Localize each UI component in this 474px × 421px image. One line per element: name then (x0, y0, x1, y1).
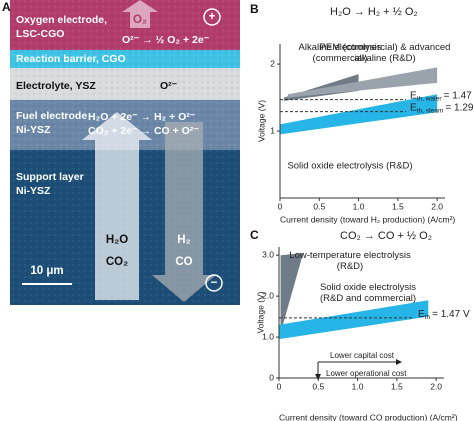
reference-label: Eth, steam= 1.29 V (410, 102, 474, 114)
y-axis-label: Voltage (V) (255, 291, 265, 333)
chart-title: H₂O → H₂ + ½ O₂ (330, 6, 418, 18)
band-label: Solid oxide electrolysis (R&D and commerc… (320, 282, 416, 304)
arrow-head (315, 374, 321, 380)
down-arrow (152, 122, 216, 302)
x-tick-label: 2.0 (431, 201, 443, 211)
layer-label: Electrolyte, YSZ (16, 80, 96, 92)
species: O₂ (133, 14, 147, 26)
reference-label: Eth, water= 1.47 V (410, 90, 474, 102)
x-axis-label: Current density (toward CO production) (… (279, 412, 458, 421)
y-tick-label: 2 (270, 58, 275, 68)
band (287, 67, 438, 98)
value-label: = 1.47 V (444, 90, 474, 101)
y-axis-label: Voltage (V) (256, 100, 266, 142)
panel-letter: C (250, 228, 259, 242)
x-tick-label: 0.5 (312, 381, 324, 391)
panel-letter: A (2, 0, 11, 14)
x-tick-label: 0.5 (313, 201, 325, 211)
species: CO (175, 256, 192, 268)
species: O²⁻ (160, 80, 178, 92)
x-tick-label: 1.5 (392, 201, 404, 211)
y-tick-label: 1 (270, 125, 275, 135)
y-tick-label: 0 (269, 372, 274, 382)
band (280, 94, 438, 135)
symbol: E (418, 308, 425, 319)
x-axis-label: Current density (toward H₂ production) (… (280, 214, 455, 224)
minus-circle (205, 274, 223, 292)
symbol: E (410, 90, 417, 101)
polarity: − (211, 277, 218, 289)
band (280, 253, 303, 333)
layer-label: Reaction barrier, CGO (16, 53, 126, 65)
y-tick-label: 2.0 (262, 290, 274, 300)
x-tick-label: 2.0 (430, 381, 442, 391)
band-label: Alkaline electrolysis (commercial) (299, 42, 382, 64)
y-tick-label: 3.0 (262, 249, 274, 259)
layer-label: Oxygen electrode, (16, 14, 107, 26)
x-tick-label: 0 (278, 201, 283, 211)
o2-arrow (122, 0, 158, 28)
panel-a: A Oxygen electrode, LSC-CGO O₂ + O²⁻ → ½… (2, 0, 240, 305)
species: H₂O (106, 234, 128, 246)
layer-label: Ni-YSZ (16, 185, 51, 197)
layer-label: Ni-YSZ (16, 124, 51, 136)
band (279, 300, 429, 340)
value-label: = 1.29 V (445, 102, 474, 113)
layer-label: Support layer (16, 171, 84, 183)
reaction: H₂O + 2e⁻ → H₂ + O²⁻ (88, 111, 196, 123)
x-tick-label: 0 (277, 381, 282, 391)
x-tick-label: 1.0 (353, 201, 365, 211)
value-label: = 1.47 V (432, 308, 470, 319)
layer-label: LSC-CGO (16, 28, 64, 40)
arrow-label: Lower capital cost (330, 351, 395, 360)
arrow-head (396, 359, 402, 365)
reaction: CO₂ + 2e⁻ → CO + O²⁻ (88, 125, 199, 137)
subscript: th, steam (417, 107, 444, 114)
reference-label: Eth = 1.47 V (418, 308, 470, 320)
reaction: O²⁻ → ½ O₂ + 2e⁻ (122, 34, 210, 46)
subscript: th (425, 314, 431, 321)
x-tick-label: 1.0 (352, 381, 364, 391)
subscript: th, water (417, 95, 443, 102)
plus-circle (203, 8, 221, 26)
symbol: E (410, 102, 417, 113)
species: CO₂ (106, 256, 128, 268)
layer-label: Fuel electrode (16, 110, 87, 122)
polarity: + (209, 11, 216, 23)
band-label: PEM (commercial) & advanced alkaline (R&D… (320, 42, 451, 64)
band-label: Solid oxide electrolysis (R&D) (287, 161, 412, 172)
up-arrow (82, 112, 152, 300)
chart-title: CO₂ → CO + ½ O₂ (340, 230, 432, 242)
panel-letter: B (250, 2, 259, 16)
species: H₂ (177, 234, 190, 246)
y-tick-label: 1.0 (262, 331, 274, 341)
band-label: Low-temperature electrolysis (R&D) (289, 250, 411, 272)
arrow-label: Lower operational cost (326, 369, 407, 378)
x-tick-label: 1.5 (391, 381, 403, 391)
scale-label: 10 μm (30, 265, 63, 277)
